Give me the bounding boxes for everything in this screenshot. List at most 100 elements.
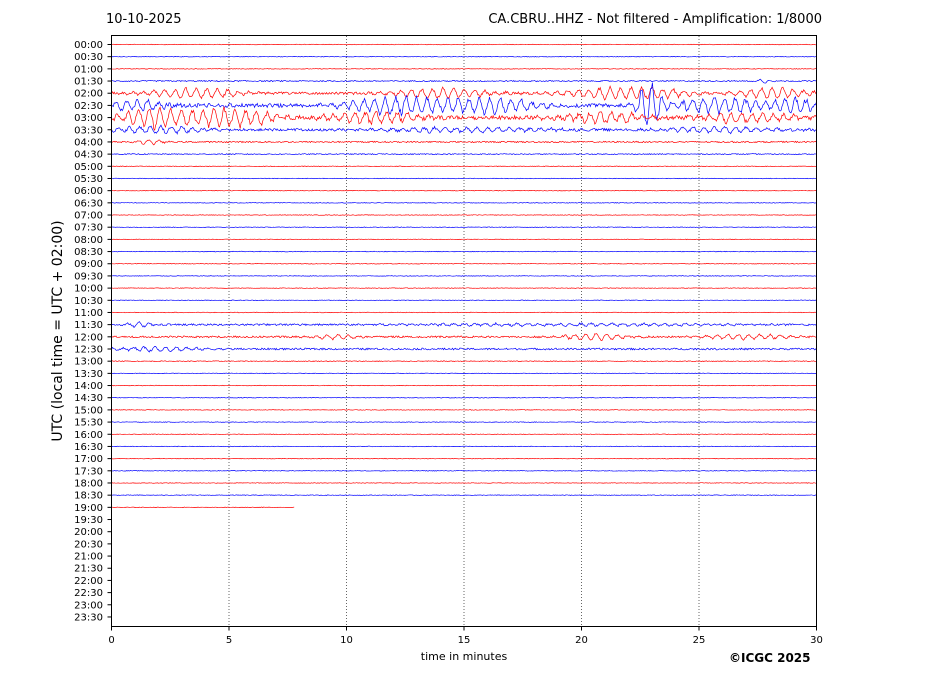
y-tick-label: 06:30 — [74, 198, 103, 209]
y-tick-label: 11:00 — [74, 308, 103, 319]
trace-red — [111, 457, 817, 460]
x-axis-ticks: 0 5 10 15 20 25 30 — [108, 626, 823, 646]
y-tick-label: 17:30 — [74, 466, 103, 477]
y-tick-label: 04:00 — [74, 137, 103, 148]
trace-blue — [111, 78, 817, 84]
trace-red — [111, 333, 817, 342]
y-tick-label: 03:30 — [74, 125, 103, 136]
trace-red — [111, 68, 817, 70]
y-tick-label: 16:30 — [74, 442, 103, 453]
y-tick-label: 21:30 — [74, 564, 103, 575]
y-tick-label: 23:30 — [74, 612, 103, 623]
y-tick-label: 02:00 — [74, 89, 103, 100]
trace-red — [111, 433, 817, 435]
trace-red — [111, 43, 817, 46]
trace-blue — [111, 421, 817, 423]
chart-date: 10-10-2025 — [106, 12, 182, 27]
trace-red — [111, 263, 817, 265]
trace-blue — [111, 124, 817, 135]
y-tick-label: 14:00 — [74, 381, 103, 392]
trace-blue — [111, 177, 817, 180]
y-tick-label: 01:00 — [74, 64, 103, 75]
trace-red — [111, 189, 817, 192]
y-axis-label: UTC (local time = UTC + 02:00) — [50, 220, 66, 441]
y-tick-label: 19:00 — [74, 503, 103, 514]
y-tick-label: 18:00 — [74, 478, 103, 489]
traces — [111, 43, 817, 509]
y-tick-label: 22:00 — [74, 576, 103, 587]
trace-blue — [111, 321, 817, 329]
y-tick-label: 01:30 — [74, 77, 103, 88]
y-tick-label: 07:30 — [74, 223, 103, 234]
y-tick-label: 10:30 — [74, 296, 103, 307]
y-tick-label: 18:30 — [74, 491, 103, 502]
trace-red — [111, 482, 817, 484]
y-tick-label: 19:30 — [74, 515, 103, 526]
y-tick-label: 21:00 — [74, 552, 103, 563]
y-tick-label: 00:30 — [74, 52, 103, 63]
trace-red — [111, 238, 817, 241]
trace-red — [111, 139, 817, 146]
y-tick-label: 13:30 — [74, 369, 103, 380]
trace-blue — [111, 250, 817, 253]
y-tick-label: 14:30 — [74, 393, 103, 404]
y-tick-label: 13:00 — [74, 357, 103, 368]
x-axis-label: time in minutes — [421, 650, 508, 663]
y-tick-label: 08:00 — [74, 235, 103, 246]
y-tick-label: 04:30 — [74, 150, 103, 161]
trace-blue — [111, 345, 817, 353]
y-tick-label: 15:00 — [74, 405, 103, 416]
y-tick-label: 20:00 — [74, 527, 103, 538]
y-tick-label: 23:00 — [74, 600, 103, 611]
y-tick-label: 16:00 — [74, 430, 103, 441]
trace-blue — [111, 494, 817, 496]
trace-blue — [111, 202, 817, 204]
trace-blue — [111, 445, 817, 448]
y-tick-label: 02:30 — [74, 101, 103, 112]
x-tick-label: 15 — [458, 635, 471, 646]
trace-red — [111, 409, 817, 411]
trace-red — [111, 506, 295, 509]
y-tick-label: 11:30 — [74, 320, 103, 331]
trace-red — [111, 384, 817, 387]
x-tick-label: 20 — [575, 635, 588, 646]
y-tick-label: 05:00 — [74, 162, 103, 173]
x-tick-label: 10 — [340, 635, 353, 646]
y-tick-label: 15:30 — [74, 418, 103, 429]
copyright-notice: ©ICGC 2025 — [729, 651, 811, 665]
y-tick-label: 08:30 — [74, 247, 103, 258]
trace-red — [111, 360, 817, 363]
trace-blue — [111, 55, 817, 58]
trace-blue — [111, 153, 817, 156]
trace-blue — [111, 226, 817, 228]
y-tick-label: 07:00 — [74, 211, 103, 222]
y-tick-label: 05:30 — [74, 174, 103, 185]
trace-blue — [111, 275, 817, 277]
trace-red — [111, 311, 817, 314]
y-tick-label: 00:00 — [74, 40, 103, 51]
trace-red — [111, 165, 817, 168]
y-tick-label: 12:30 — [74, 345, 103, 356]
y-tick-label: 17:00 — [74, 454, 103, 465]
y-tick-label: 09:00 — [74, 259, 103, 270]
trace-blue — [111, 299, 817, 301]
x-tick-label: 5 — [226, 635, 232, 646]
trace-blue — [111, 82, 817, 125]
chart-title: CA.CBRU..HHZ - Not filtered - Amplificat… — [488, 12, 822, 27]
trace-blue — [111, 397, 817, 399]
y-tick-label: 09:30 — [74, 271, 103, 282]
x-tick-label: 0 — [108, 635, 114, 646]
x-tick-label: 25 — [693, 635, 706, 646]
trace-red — [111, 214, 817, 216]
grid-lines — [228, 36, 700, 626]
y-tick-label: 06:00 — [74, 186, 103, 197]
trace-blue — [111, 372, 817, 375]
y-tick-label: 20:30 — [74, 539, 103, 550]
trace-red — [111, 106, 817, 131]
y-tick-label: 10:00 — [74, 284, 103, 295]
y-tick-label: 12:00 — [74, 332, 103, 343]
y-tick-label: 22:30 — [74, 588, 103, 599]
trace-red — [111, 85, 817, 101]
